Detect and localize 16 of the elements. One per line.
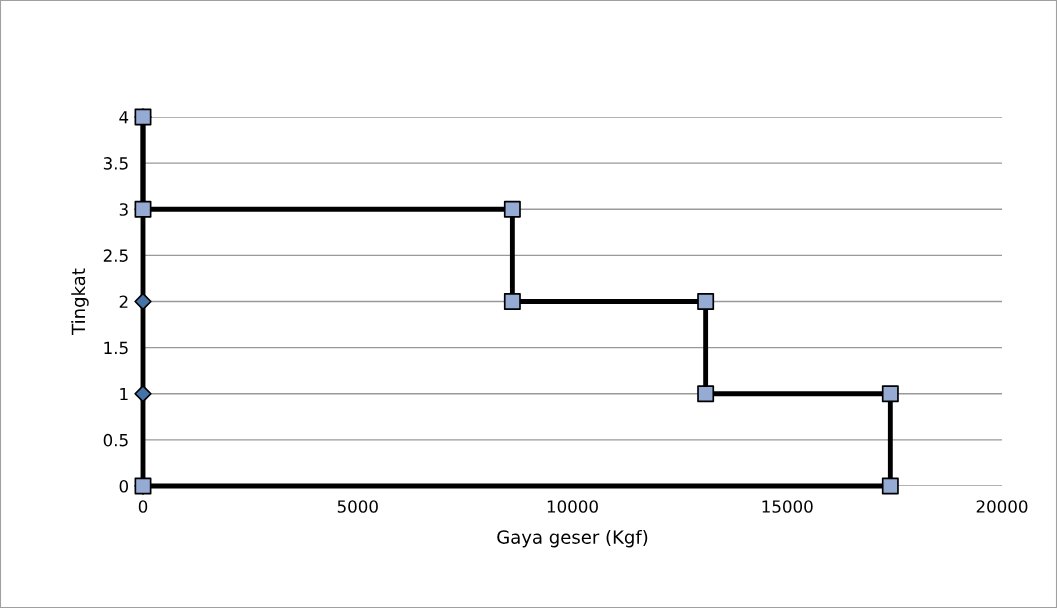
y-tick-label: 3 bbox=[119, 203, 128, 216]
y-tick-label: 2.5 bbox=[103, 249, 128, 262]
x-tick-label: 20000 bbox=[976, 500, 1028, 513]
y-tick-label: 2 bbox=[119, 295, 128, 308]
y-tick-label: 1 bbox=[120, 387, 128, 401]
x-tick-label: 15000 bbox=[762, 500, 813, 513]
x-tick-label: 5000 bbox=[337, 500, 378, 513]
x-tick-label: 0 bbox=[138, 500, 148, 513]
y-axis-title: Tingkat bbox=[71, 268, 89, 335]
y-tick-label: 0 bbox=[119, 479, 128, 493]
y-tick-label: 4 bbox=[119, 111, 129, 124]
x-tick-label: 10000 bbox=[547, 500, 598, 513]
x-axis-title: Gaya geser (Kgf) bbox=[497, 529, 648, 548]
y-tick-label: 0.5 bbox=[103, 433, 128, 447]
y-tick-label: 1.5 bbox=[104, 341, 128, 355]
y-tick-label: 3.5 bbox=[103, 157, 128, 170]
